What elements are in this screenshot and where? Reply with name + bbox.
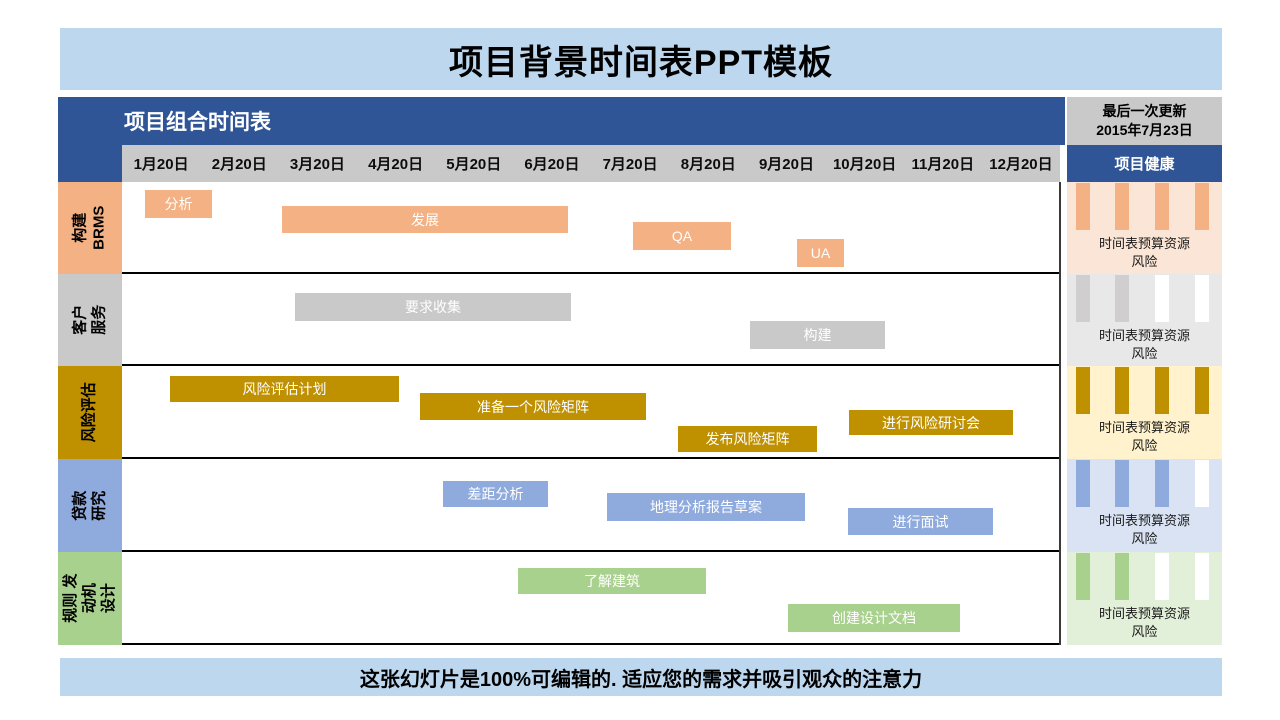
row-label-text: 贷款 研究 bbox=[71, 490, 107, 521]
health-indicator-bar bbox=[1076, 183, 1090, 230]
row-label-text: 风险评估 bbox=[80, 382, 98, 443]
task-bar-build-brms: 发展 bbox=[282, 206, 568, 233]
task-bar-rules-engine-design: 了解建筑 bbox=[518, 568, 706, 594]
health-indicator-bar bbox=[1195, 460, 1209, 507]
row-label-loan-research: 贷款 研究 bbox=[58, 459, 122, 552]
month-label: 10月20日 bbox=[832, 156, 897, 173]
health-label: 时间表预算资源 风险 bbox=[1098, 420, 1190, 454]
health-indicator-bar bbox=[1076, 367, 1090, 414]
health-indicator-bar bbox=[1076, 553, 1090, 600]
health-indicator-bar bbox=[1155, 183, 1169, 230]
portfolio-timeline-title: 项目组合时间表 bbox=[124, 111, 271, 134]
chart-row-build-brms bbox=[122, 182, 1060, 274]
month-label: 4月20日 bbox=[368, 156, 424, 173]
health-section-customer-service: 时间表预算资源 风险 bbox=[1067, 274, 1222, 366]
health-indicator-bar bbox=[1155, 460, 1169, 507]
task-bar-build-brms: UA bbox=[797, 239, 844, 267]
chart-right-border bbox=[1059, 182, 1061, 645]
health-label: 时间表预算资源 风险 bbox=[1098, 236, 1190, 270]
month-label: 9月20日 bbox=[758, 156, 814, 173]
task-bar-loan-research: 进行面试 bbox=[848, 508, 993, 535]
health-indicator-bar bbox=[1195, 183, 1209, 230]
health-indicator-bar bbox=[1115, 183, 1129, 230]
footer-text: 这张幻灯片是100%可编辑的. 适应您的需求并吸引观众的注意力 bbox=[359, 668, 923, 691]
month-label: 6月20日 bbox=[524, 156, 580, 173]
health-label: 时间表预算资源 风险 bbox=[1098, 606, 1190, 640]
health-indicator-bar bbox=[1155, 275, 1169, 322]
health-indicator-bar bbox=[1115, 553, 1129, 600]
month-label: 2月20日 bbox=[211, 156, 267, 173]
task-bar-risk-assessment: 风险评估计划 bbox=[170, 376, 399, 402]
task-bar-customer-service: 要求收集 bbox=[295, 293, 571, 321]
page-title: 项目背景时间表PPT模板 bbox=[448, 43, 834, 82]
task-bar-risk-assessment: 准备一个风险矩阵 bbox=[420, 393, 646, 420]
health-indicator-bar bbox=[1195, 275, 1209, 322]
task-bar-rules-engine-design: 创建设计文档 bbox=[788, 604, 960, 632]
months-strip: 1月20日 2月20日 3月20日 4月20日 5月20日 6月20日 7月20日 8月20日… bbox=[122, 145, 1060, 182]
footer-banner: 这张幻灯片是100%可编辑的. 适应您的需求并吸引观众的注意力 bbox=[60, 658, 1222, 696]
chart-row-customer-service bbox=[122, 274, 1060, 366]
health-indicator-bar bbox=[1115, 367, 1129, 414]
health-indicator-bar bbox=[1076, 460, 1090, 507]
portfolio-timeline-header: 项目组合时间表 bbox=[58, 97, 1065, 145]
health-indicator-bar bbox=[1115, 275, 1129, 322]
health-label: 时间表预算资源 风险 bbox=[1098, 513, 1190, 547]
health-indicator-bar bbox=[1115, 460, 1129, 507]
row-label-text: 规则 发动机 设计 bbox=[61, 573, 117, 624]
task-bar-loan-research: 差距分析 bbox=[443, 481, 548, 507]
task-bar-customer-service: 构建 bbox=[750, 321, 885, 349]
health-indicator-bar bbox=[1195, 367, 1209, 414]
title-banner: 项目背景时间表PPT模板 bbox=[60, 28, 1222, 90]
task-bar-build-brms: QA bbox=[633, 222, 731, 250]
month-label: 7月20日 bbox=[602, 156, 658, 173]
month-label: 1月20日 bbox=[133, 156, 189, 173]
task-bar-loan-research: 地理分析报告草案 bbox=[607, 493, 805, 521]
health-indicator-bar bbox=[1155, 553, 1169, 600]
row-label-text: 构建BRMS bbox=[71, 205, 107, 251]
month-label: 3月20日 bbox=[289, 156, 345, 173]
health-indicator-bar bbox=[1155, 367, 1169, 414]
row-label-customer-service: 客户 服务 bbox=[58, 274, 122, 366]
health-section-build-brms: 时间表预算资源 风险 bbox=[1067, 182, 1222, 274]
row-label-build-brms: 构建BRMS bbox=[58, 182, 122, 274]
task-bar-build-brms: 分析 bbox=[145, 190, 212, 218]
task-bar-risk-assessment: 发布风险矩阵 bbox=[678, 426, 817, 452]
corner-cell bbox=[58, 145, 122, 182]
task-bar-risk-assessment: 进行风险研讨会 bbox=[849, 410, 1013, 435]
health-section-risk-assessment: 时间表预算资源 风险 bbox=[1067, 366, 1222, 459]
month-label: 5月20日 bbox=[446, 156, 502, 173]
month-label: 12月20日 bbox=[989, 156, 1053, 173]
health-indicator-bar bbox=[1195, 553, 1209, 600]
health-section-rules-engine-design: 时间表预算资源 风险 bbox=[1067, 552, 1222, 645]
health-indicator-bar bbox=[1076, 275, 1090, 322]
project-health-header: 项目健康 bbox=[1067, 145, 1222, 182]
row-label-rules-engine-design: 规则 发动机 设计 bbox=[58, 552, 122, 645]
chart-row-loan-research bbox=[122, 459, 1060, 552]
last-update-box: 最后一次更新 2015年7月23日 bbox=[1067, 97, 1222, 145]
health-label: 时间表预算资源 风险 bbox=[1098, 328, 1190, 362]
health-section-loan-research: 时间表预算资源 风险 bbox=[1067, 459, 1222, 552]
row-label-text: 客户 服务 bbox=[71, 304, 107, 336]
month-label: 8月20日 bbox=[680, 156, 736, 173]
row-label-risk-assessment: 风险评估 bbox=[58, 366, 122, 459]
month-label: 11月20日 bbox=[911, 156, 975, 173]
